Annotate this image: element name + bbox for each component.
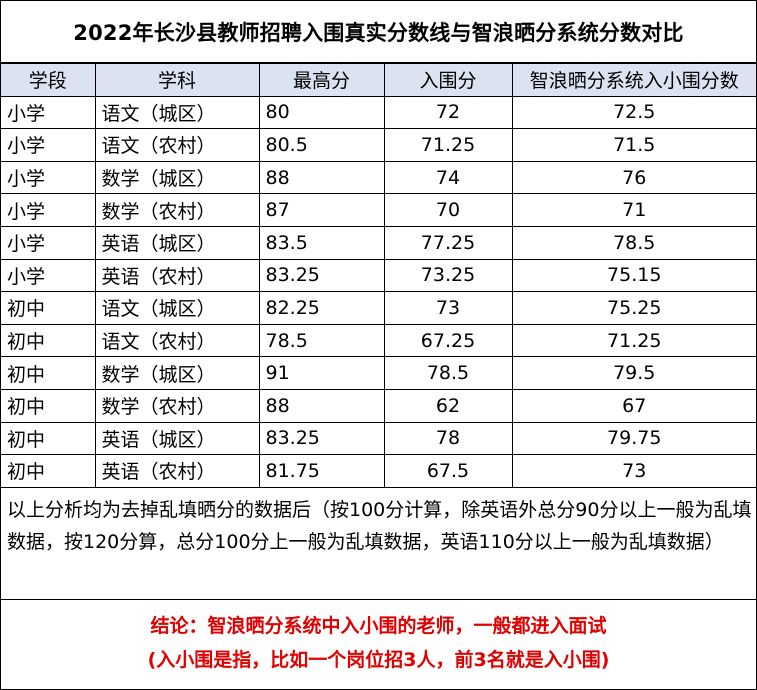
conclusion-line-1: 结论：智浪晒分系统中入小围的老师，一般都进入面试 xyxy=(150,614,607,637)
table-row: 初中 英语（农村） 81.75 67.5 73 xyxy=(1,454,756,488)
cell-stage: 小学 xyxy=(1,95,96,130)
conclusion-line-2: (入小围是指，比如一个岗位招3人，前3名就是入小围) xyxy=(147,648,610,671)
cell-system-score: 67 xyxy=(511,388,756,423)
cell-subject: 数学（农村） xyxy=(94,388,260,423)
cell-cutoff-score: 77.25 xyxy=(383,225,513,260)
header-stage: 学段 xyxy=(1,63,96,97)
table-row: 小学 语文（农村） 80.5 71.25 71.5 xyxy=(1,128,756,162)
header-cutoff-score: 入围分 xyxy=(383,63,513,97)
cell-stage: 初中 xyxy=(1,421,96,456)
cell-system-score: 71 xyxy=(511,193,756,227)
cell-stage: 初中 xyxy=(1,356,96,390)
cell-stage: 小学 xyxy=(1,258,96,293)
table-row: 小学 数学（农村） 87 70 71 xyxy=(1,193,756,227)
header-system-score: 智浪晒分系统入小围分数 xyxy=(511,63,756,97)
cell-subject: 英语（城区） xyxy=(94,421,260,456)
sheet-title: 2022年长沙县教师招聘入围真实分数线与智浪晒分系统分数对比 xyxy=(1,1,756,63)
cell-subject: 数学（城区） xyxy=(94,160,260,195)
cell-max-score: 83.25 xyxy=(258,258,385,293)
cell-subject: 语文（城区） xyxy=(94,95,260,130)
cell-system-score: 72.5 xyxy=(511,95,756,130)
cell-max-score: 81.75 xyxy=(258,454,385,488)
cell-max-score: 80 xyxy=(258,95,385,130)
cell-system-score: 73 xyxy=(511,454,756,488)
cell-stage: 小学 xyxy=(1,225,96,260)
table-row: 小学 英语（农村） 83.25 73.25 75.15 xyxy=(1,258,756,293)
cell-system-score: 78.5 xyxy=(511,225,756,260)
table-row: 小学 语文（城区） 80 72 72.5 xyxy=(1,95,756,130)
table-row: 小学 英语（城区） 83.5 77.25 78.5 xyxy=(1,225,756,260)
table-row: 初中 英语（城区） 83.25 78 79.75 xyxy=(1,421,756,456)
cell-max-score: 91 xyxy=(258,356,385,390)
header-max-score: 最高分 xyxy=(258,63,385,97)
table-body: 小学 语文（城区） 80 72 72.5 小学 语文（农村） 80.5 71.25 71.5 小学数… xyxy=(1,95,756,488)
analysis-note: 以上分析均为去掉乱填晒分的数据后（按100分计算，除英语外总分90分以上一般为乱… xyxy=(1,488,756,600)
cell-cutoff-score: 72 xyxy=(383,95,513,130)
cell-system-score: 79.75 xyxy=(511,421,756,456)
cell-stage: 初中 xyxy=(1,291,96,325)
cell-max-score: 78.5 xyxy=(258,323,385,358)
cell-cutoff-score: 70 xyxy=(383,193,513,227)
score-table: 学段 学科 最高分 入围分 智浪晒分系统入小围分数 小学 语文（城区） 80 72 72… xyxy=(1,63,756,488)
cell-cutoff-score: 67.25 xyxy=(383,323,513,358)
cell-system-score: 75.15 xyxy=(511,258,756,293)
header-row: 学段 学科 最高分 入围分 智浪晒分系统入小围分数 xyxy=(1,63,756,97)
cell-cutoff-score: 73.25 xyxy=(383,258,513,293)
cell-subject: 数学（农村） xyxy=(94,193,260,227)
cell-subject: 语文（农村） xyxy=(94,128,260,162)
cell-cutoff-score: 67.5 xyxy=(383,454,513,488)
table-row: 初中 数学（农村） 88 62 67 xyxy=(1,388,756,423)
cell-max-score: 88 xyxy=(258,160,385,195)
cell-system-score: 79.5 xyxy=(511,356,756,390)
cell-system-score: 71.25 xyxy=(511,323,756,358)
cell-stage: 小学 xyxy=(1,128,96,162)
conclusion-block: 结论：智浪晒分系统中入小围的老师，一般都进入面试 (入小围是指，比如一个岗位招3… xyxy=(1,600,756,686)
cell-stage: 小学 xyxy=(1,193,96,227)
cell-system-score: 71.5 xyxy=(511,128,756,162)
cell-max-score: 83.25 xyxy=(258,421,385,456)
table-row: 初中 语文（城区） 82.25 73 75.25 xyxy=(1,291,756,325)
cell-subject: 语文（农村） xyxy=(94,323,260,358)
table-row: 初中 语文（农村） 78.5 67.25 71.25 xyxy=(1,323,756,358)
cell-subject: 数学（城区） xyxy=(94,356,260,390)
cell-max-score: 87 xyxy=(258,193,385,227)
cell-subject: 语文（城区） xyxy=(94,291,260,325)
cell-cutoff-score: 62 xyxy=(383,388,513,423)
cell-system-score: 75.25 xyxy=(511,291,756,325)
header-subject: 学科 xyxy=(94,63,260,97)
cell-system-score: 76 xyxy=(511,160,756,195)
cell-stage: 小学 xyxy=(1,160,96,195)
cell-cutoff-score: 74 xyxy=(383,160,513,195)
cell-cutoff-score: 71.25 xyxy=(383,128,513,162)
cell-subject: 英语（农村） xyxy=(94,258,260,293)
table-row: 小学 数学（城区） 88 74 76 xyxy=(1,160,756,195)
cell-max-score: 83.5 xyxy=(258,225,385,260)
cell-max-score: 82.25 xyxy=(258,291,385,325)
table-row: 初中 数学（城区） 91 78.5 79.5 xyxy=(1,356,756,390)
cell-max-score: 80.5 xyxy=(258,128,385,162)
cell-subject: 英语（城区） xyxy=(94,225,260,260)
cell-subject: 英语（农村） xyxy=(94,454,260,488)
cell-stage: 初中 xyxy=(1,323,96,358)
cell-stage: 初中 xyxy=(1,454,96,488)
cell-cutoff-score: 78 xyxy=(383,421,513,456)
cell-max-score: 88 xyxy=(258,388,385,423)
cell-cutoff-score: 78.5 xyxy=(383,356,513,390)
cell-cutoff-score: 73 xyxy=(383,291,513,325)
cell-stage: 初中 xyxy=(1,388,96,423)
